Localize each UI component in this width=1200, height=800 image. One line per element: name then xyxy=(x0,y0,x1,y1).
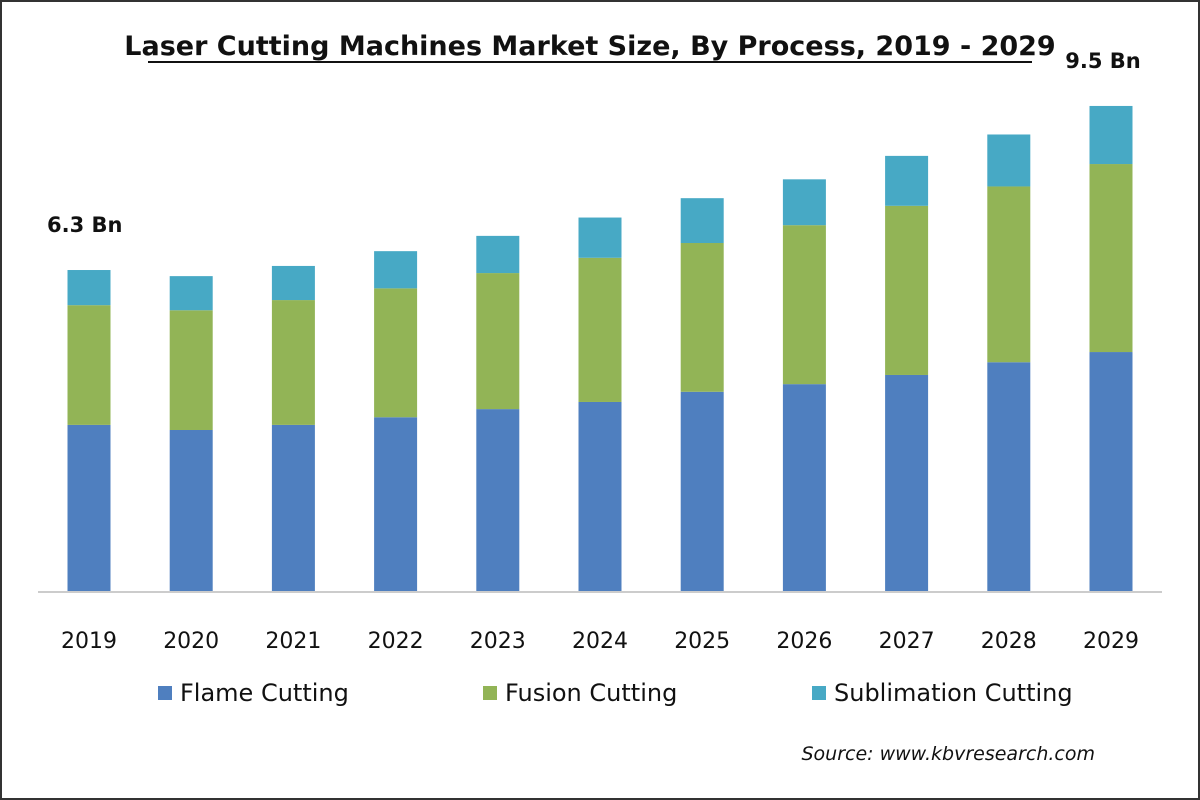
x-tick-label: 2023 xyxy=(470,629,526,654)
source-note: Source: www.kbvresearch.com xyxy=(801,743,1095,765)
bar-sublimation-cutting-2026 xyxy=(782,179,826,226)
x-tick-label: 2022 xyxy=(368,629,424,654)
bar-fusion-cutting-2025 xyxy=(680,243,724,392)
bar-sublimation-cutting-2019 xyxy=(67,270,111,306)
bar-sublimation-cutting-2027 xyxy=(885,155,929,206)
bar-sublimation-cutting-2023 xyxy=(476,235,520,274)
x-tick-label: 2020 xyxy=(163,629,219,654)
bar-sublimation-cutting-2020 xyxy=(169,276,213,311)
bar-fusion-cutting-2022 xyxy=(374,288,418,418)
bar-flame-cutting-2025 xyxy=(680,391,724,591)
bar-flame-cutting-2021 xyxy=(271,424,315,591)
bar-fusion-cutting-2029 xyxy=(1089,164,1133,353)
x-tick-label: 2024 xyxy=(572,629,628,654)
data-label-2029: 9.5 Bn xyxy=(1065,49,1140,73)
legend-swatch-2 xyxy=(812,686,826,700)
bar-sublimation-cutting-2021 xyxy=(271,265,315,301)
bar-sublimation-cutting-2024 xyxy=(578,217,622,258)
bar-flame-cutting-2027 xyxy=(885,374,929,591)
bar-flame-cutting-2019 xyxy=(67,424,111,591)
bar-fusion-cutting-2023 xyxy=(476,273,520,410)
chart-title: Laser Cutting Machines Market Size, By P… xyxy=(124,31,1055,62)
bar-fusion-cutting-2024 xyxy=(578,257,622,402)
bar-fusion-cutting-2026 xyxy=(782,225,826,385)
bar-sublimation-cutting-2029 xyxy=(1089,105,1133,165)
data-label-2019: 6.3 Bn xyxy=(47,213,122,237)
bar-flame-cutting-2024 xyxy=(578,401,622,591)
bar-sublimation-cutting-2022 xyxy=(374,251,418,289)
bar-flame-cutting-2029 xyxy=(1089,352,1133,591)
bar-sublimation-cutting-2028 xyxy=(987,134,1031,187)
x-tick-label: 2027 xyxy=(879,629,935,654)
x-tick-label: 2026 xyxy=(776,629,832,654)
bar-fusion-cutting-2027 xyxy=(885,205,929,375)
bar-flame-cutting-2022 xyxy=(374,417,418,591)
bar-flame-cutting-2020 xyxy=(169,429,213,591)
bar-fusion-cutting-2020 xyxy=(169,310,213,430)
x-tick-label: 2019 xyxy=(61,629,117,654)
x-tick-label: 2021 xyxy=(265,629,321,654)
bar-flame-cutting-2026 xyxy=(782,384,826,591)
legend-label-2: Sublimation Cutting xyxy=(834,679,1073,707)
legend-label-0: Flame Cutting xyxy=(180,679,349,707)
legend-swatch-1 xyxy=(483,686,497,700)
x-tick-label: 2028 xyxy=(981,629,1037,654)
bar-fusion-cutting-2019 xyxy=(67,305,111,425)
bar-fusion-cutting-2028 xyxy=(987,186,1031,363)
bar-sublimation-cutting-2025 xyxy=(680,198,724,244)
legend-label-1: Fusion Cutting xyxy=(505,679,677,707)
bar-fusion-cutting-2021 xyxy=(271,300,315,425)
bar-flame-cutting-2028 xyxy=(987,362,1031,591)
bar-flame-cutting-2023 xyxy=(476,409,520,591)
x-tick-label: 2029 xyxy=(1083,629,1139,654)
legend-swatch-0 xyxy=(158,686,172,700)
x-tick-label: 2025 xyxy=(674,629,730,654)
